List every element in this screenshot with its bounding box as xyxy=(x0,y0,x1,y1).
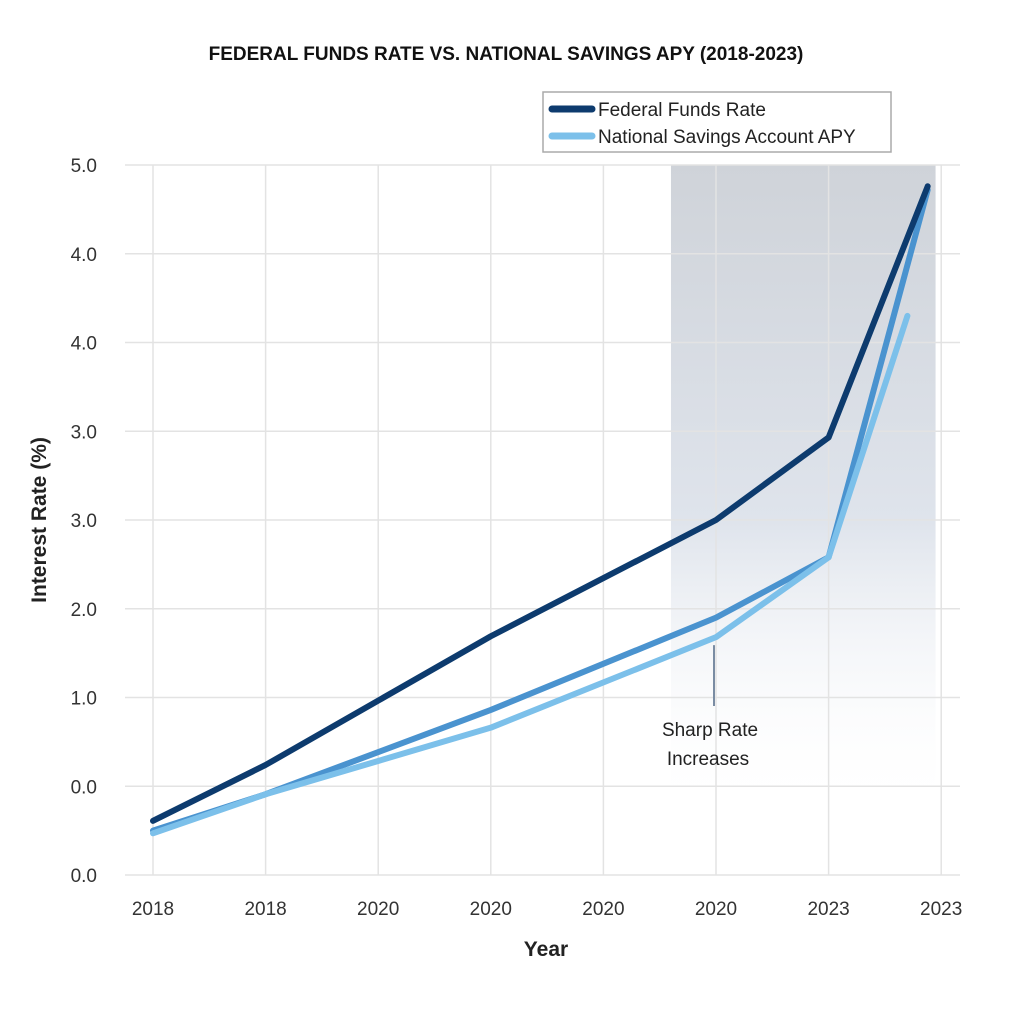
annotation-text-line1: Sharp Rate xyxy=(662,720,758,741)
y-tick-label: 4.0 xyxy=(71,334,97,355)
legend-label-savings: National Savings Account APY xyxy=(598,127,856,148)
annotation-text-line2: Increases xyxy=(667,749,749,770)
x-tick-label: 2020 xyxy=(470,899,512,920)
legend: Federal Funds Rate National Savings Acco… xyxy=(542,91,892,153)
y-tick-label: 5.0 xyxy=(71,156,97,177)
legend-box xyxy=(542,91,892,153)
x-tick-label: 2023 xyxy=(920,899,962,920)
x-tick-label: 2018 xyxy=(132,899,174,920)
x-tick-label: 2020 xyxy=(695,899,737,920)
y-tick-label: 4.0 xyxy=(71,245,97,266)
chart-title: FEDERAL FUNDS RATE VS. NATIONAL SAVINGS … xyxy=(209,44,804,65)
x-tick-label: 2023 xyxy=(807,899,849,920)
legend-label-federal: Federal Funds Rate xyxy=(598,100,766,121)
x-tick-label: 2020 xyxy=(582,899,624,920)
y-tick-label: 0.0 xyxy=(71,866,97,887)
series-line-0 xyxy=(150,183,931,824)
x-tick-label: 2018 xyxy=(244,899,286,920)
y-axis-label: Interest Rate (%) xyxy=(28,437,51,603)
y-tick-label: 2.0 xyxy=(71,600,97,621)
series-line-2 xyxy=(150,312,911,837)
y-tick-label: 3.0 xyxy=(71,511,97,532)
y-tick-label: 0.0 xyxy=(71,777,97,798)
x-axis-label: Year xyxy=(524,938,568,961)
y-tick-label: 3.0 xyxy=(71,422,97,443)
y-tick-label: 1.0 xyxy=(71,689,97,710)
x-tick-label: 2020 xyxy=(357,899,399,920)
